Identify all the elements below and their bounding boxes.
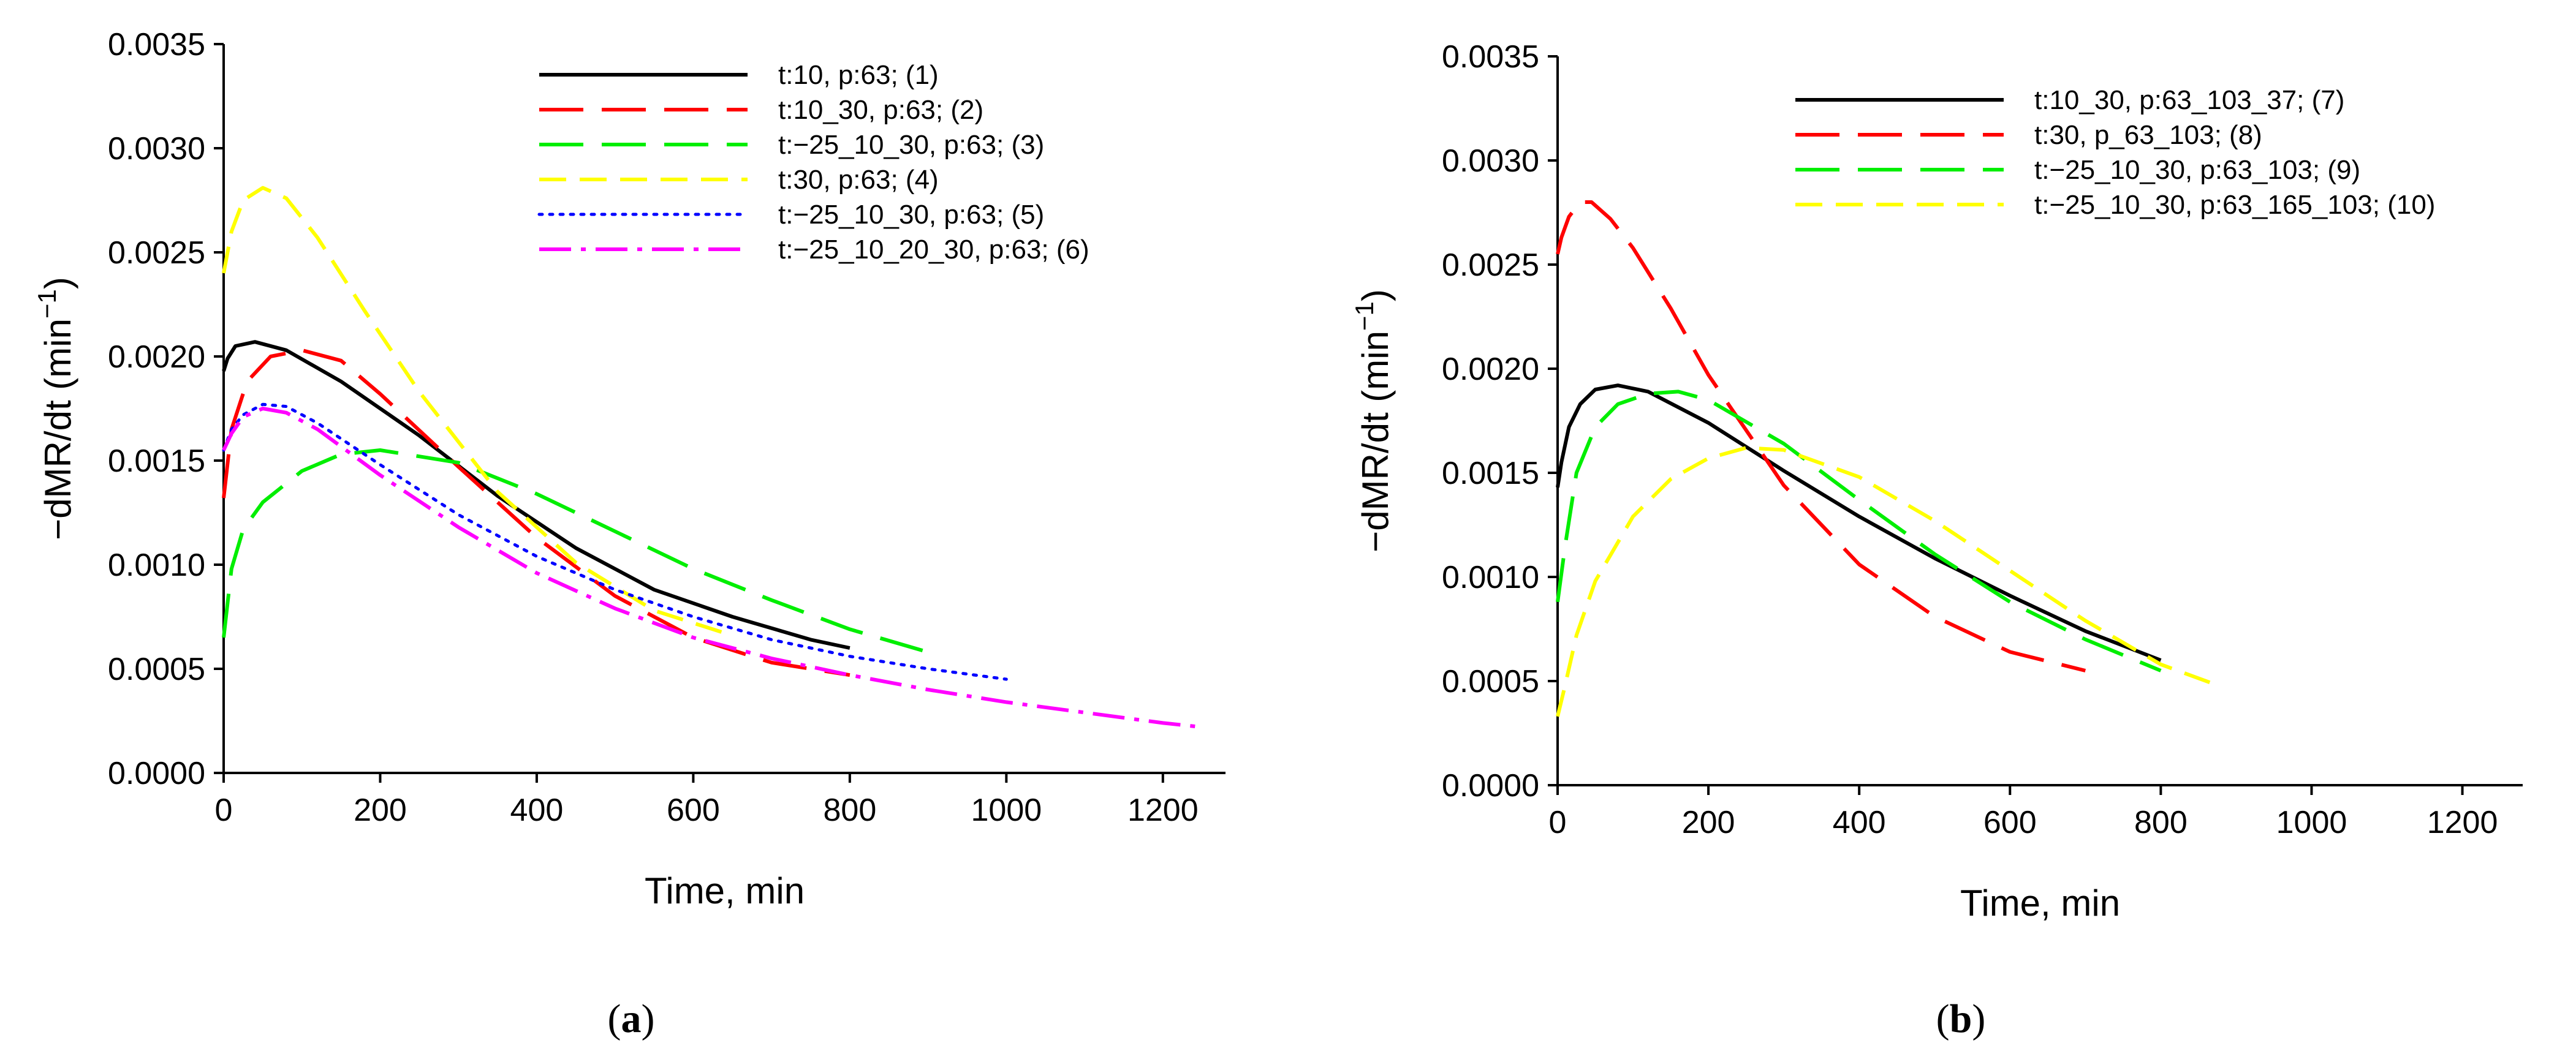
series-line	[1556, 200, 2086, 672]
legend-label: t:−25_10_30, p:63_103; (9)	[2034, 155, 2360, 185]
x-tick-label: 600	[1983, 805, 2037, 840]
y-tick-label: 0.0000	[108, 756, 205, 791]
series-line	[222, 407, 1203, 729]
y-tick-label: 0.0030	[1442, 143, 1539, 179]
y-axis-title: −dMR/dt (min−1)	[1350, 289, 1396, 552]
series-line	[1556, 390, 2162, 672]
x-axis-title: Time, min	[1960, 883, 2120, 924]
x-axis-title: Time, min	[645, 870, 805, 911]
series-line	[222, 448, 929, 654]
x-tick-label: 1000	[971, 793, 1042, 828]
chart-panel-a: 0 200 400 600 800 1000 1200 0.0000 0.0005 0.0010 0…	[32, 27, 1225, 1041]
x-tick-label: 400	[1833, 805, 1886, 840]
y-tick-label: 0.0015	[1442, 456, 1539, 491]
series-line	[1556, 446, 2218, 717]
y-tick-label: 0.0020	[108, 339, 205, 375]
panel-label: (a)	[608, 996, 655, 1041]
x-tick-label: 1200	[2427, 805, 2498, 840]
series-line	[222, 402, 1008, 681]
x-tick-label: 1000	[2276, 805, 2347, 840]
x-tick-label: 0	[215, 793, 233, 828]
y-tick-label: 0.0025	[1442, 247, 1539, 283]
chart-panel-b: 0 200 400 600 800 1000 1200 0.0000 0.0005 0.0010 0…	[1350, 39, 2523, 1041]
x-tick-label: 400	[510, 793, 564, 828]
legend-label: t:10_30, p:63_103_37; (7)	[2034, 85, 2344, 115]
series-line	[222, 340, 850, 650]
y-tick-label: 0.0030	[108, 131, 205, 167]
y-tick-label: 0.0035	[108, 27, 205, 62]
series-line	[1556, 383, 2162, 662]
x-tick-label: 200	[1682, 805, 1735, 840]
y-tick-label: 0.0000	[1442, 768, 1539, 804]
legend-label: t:−25_10_30, p:63; (5)	[778, 200, 1044, 230]
x-tick-label: 1200	[1127, 793, 1199, 828]
y-tick-label: 0.0020	[1442, 352, 1539, 387]
x-tick-label: 800	[823, 793, 876, 828]
y-tick-label: 0.0025	[108, 235, 205, 271]
x-tick-label: 800	[2134, 805, 2188, 840]
y-axis-title: −dMR/dt (min−1)	[32, 277, 78, 540]
x-tick-label: 0	[1549, 805, 1567, 840]
legend-label: t:10_30, p:63; (2)	[778, 95, 983, 125]
y-tick-label: 0.0010	[1442, 560, 1539, 595]
y-tick-label: 0.0035	[1442, 39, 1539, 75]
series-line	[222, 348, 850, 677]
y-tick-label: 0.0010	[108, 548, 205, 583]
y-tick-label: 0.0015	[108, 443, 205, 479]
legend-label: t:−25_10_30, p:63_165_103; (10)	[2034, 190, 2435, 220]
series-line	[222, 186, 733, 638]
y-tick-label: 0.0005	[108, 652, 205, 687]
legend-label: t:30, p_63_103; (8)	[2034, 120, 2262, 150]
legend-label: t:30, p:63; (4)	[778, 165, 939, 195]
y-tick-label: 0.0005	[1442, 664, 1539, 699]
x-tick-label: 600	[667, 793, 720, 828]
legend-label: t:−25_10_20_30, p:63; (6)	[778, 235, 1089, 265]
legend-label: t:10, p:63; (1)	[778, 60, 939, 90]
x-tick-label: 200	[354, 793, 407, 828]
legend-label: t:−25_10_30, p:63; (3)	[778, 130, 1044, 160]
panel-label: (b)	[1936, 996, 1986, 1041]
